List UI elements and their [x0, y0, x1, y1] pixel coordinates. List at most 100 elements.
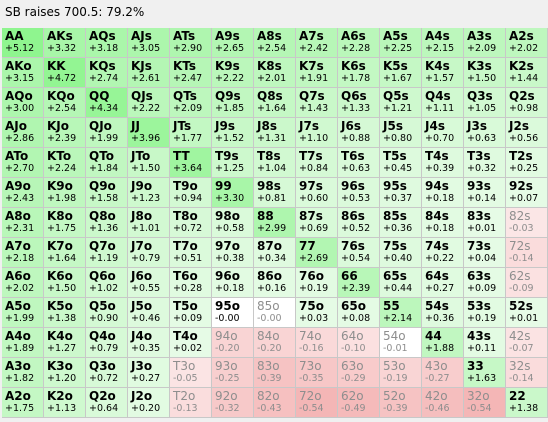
hand-cell-83o[interactable]: 83o -0.39 [254, 358, 296, 388]
hand-cell-J6o[interactable]: J6o +0.55 [128, 268, 170, 298]
hand-cell-T2o[interactable]: T2o -0.13 [170, 388, 212, 418]
hand-cell-65o[interactable]: 65o +0.08 [338, 298, 380, 328]
hand-cell-J3o[interactable]: J3o +0.27 [128, 358, 170, 388]
hand-cell-J6s[interactable]: J6s +0.88 [338, 118, 380, 148]
hand-cell-54o[interactable]: 54o -0.01 [380, 328, 422, 358]
hand-cell-Q7s[interactable]: Q7s +1.43 [296, 88, 338, 118]
hand-cell-83s[interactable]: 83s +0.01 [464, 208, 506, 238]
hand-cell-QQ[interactable]: QQ +4.34 [86, 88, 128, 118]
hand-cell-33[interactable]: 33 +1.63 [464, 358, 506, 388]
hand-cell-Q4o[interactable]: Q4o +0.79 [86, 328, 128, 358]
hand-cell-55[interactable]: 55 +2.14 [380, 298, 422, 328]
hand-cell-77[interactable]: 77 +2.69 [296, 238, 338, 268]
hand-cell-K3o[interactable]: K3o +1.20 [44, 358, 86, 388]
hand-cell-42s[interactable]: 42s -0.07 [506, 328, 548, 358]
hand-cell-K7o[interactable]: K7o +1.64 [44, 238, 86, 268]
hand-cell-K6s[interactable]: K6s +1.78 [338, 58, 380, 88]
hand-cell-A7o[interactable]: A7o +2.18 [2, 238, 44, 268]
hand-cell-88[interactable]: 88 +2.99 [254, 208, 296, 238]
hand-cell-63s[interactable]: 63s +0.09 [464, 268, 506, 298]
hand-cell-Q8s[interactable]: Q8s +1.64 [254, 88, 296, 118]
hand-cell-QTo[interactable]: QTo +1.84 [86, 148, 128, 178]
hand-cell-87o[interactable]: 87o +0.34 [254, 238, 296, 268]
hand-cell-AQo[interactable]: AQo +3.00 [2, 88, 44, 118]
hand-cell-T6o[interactable]: T6o +0.28 [170, 268, 212, 298]
hand-cell-K5o[interactable]: K5o +1.38 [44, 298, 86, 328]
hand-cell-Q3o[interactable]: Q3o +0.72 [86, 358, 128, 388]
hand-cell-A3s[interactable]: A3s +2.09 [464, 28, 506, 58]
hand-cell-AKs[interactable]: AKs +3.32 [44, 28, 86, 58]
hand-cell-T3o[interactable]: T3o -0.05 [170, 358, 212, 388]
hand-cell-K2o[interactable]: K2o +1.13 [44, 388, 86, 418]
hand-cell-K7s[interactable]: K7s +1.91 [296, 58, 338, 88]
hand-cell-J7o[interactable]: J7o +0.79 [128, 238, 170, 268]
hand-cell-82s[interactable]: 82s -0.03 [506, 208, 548, 238]
hand-cell-K9o[interactable]: K9o +1.98 [44, 178, 86, 208]
hand-cell-A2o[interactable]: A2o +1.75 [2, 388, 44, 418]
hand-cell-T3s[interactable]: T3s +0.32 [464, 148, 506, 178]
hand-cell-AA[interactable]: AA +5.12 [2, 28, 44, 58]
hand-cell-K4o[interactable]: K4o +1.27 [44, 328, 86, 358]
hand-cell-85o[interactable]: 85o -0.00 [254, 298, 296, 328]
hand-cell-A9o[interactable]: A9o +2.43 [2, 178, 44, 208]
hand-cell-32s[interactable]: 32s -0.14 [506, 358, 548, 388]
hand-cell-T9s[interactable]: T9s +1.25 [212, 148, 254, 178]
hand-cell-A5s[interactable]: A5s +2.25 [380, 28, 422, 58]
hand-cell-J4o[interactable]: J4o +0.35 [128, 328, 170, 358]
hand-cell-K3s[interactable]: K3s +1.50 [464, 58, 506, 88]
hand-cell-QJo[interactable]: QJo +1.99 [86, 118, 128, 148]
hand-cell-J8s[interactable]: J8s +1.31 [254, 118, 296, 148]
hand-cell-85s[interactable]: 85s +0.36 [380, 208, 422, 238]
hand-cell-52s[interactable]: 52s +0.01 [506, 298, 548, 328]
hand-cell-74s[interactable]: 74s +0.22 [422, 238, 464, 268]
hand-cell-Q9o[interactable]: Q9o +1.58 [86, 178, 128, 208]
hand-cell-A8o[interactable]: A8o +2.31 [2, 208, 44, 238]
hand-cell-A9s[interactable]: A9s +2.65 [212, 28, 254, 58]
hand-cell-J2o[interactable]: J2o +0.20 [128, 388, 170, 418]
hand-cell-Q4s[interactable]: Q4s +1.11 [422, 88, 464, 118]
hand-cell-44[interactable]: 44 +1.88 [422, 328, 464, 358]
hand-cell-93o[interactable]: 93o -0.25 [212, 358, 254, 388]
hand-cell-K5s[interactable]: K5s +1.67 [380, 58, 422, 88]
hand-cell-J5o[interactable]: J5o +0.46 [128, 298, 170, 328]
hand-cell-95o[interactable]: 95o -0.00 [212, 298, 254, 328]
hand-cell-Q7o[interactable]: Q7o +1.19 [86, 238, 128, 268]
hand-cell-87s[interactable]: 87s +0.69 [296, 208, 338, 238]
hand-cell-A4o[interactable]: A4o +1.89 [2, 328, 44, 358]
hand-cell-43o[interactable]: 43o -0.27 [422, 358, 464, 388]
hand-cell-A3o[interactable]: A3o +1.82 [2, 358, 44, 388]
hand-cell-64o[interactable]: 64o -0.10 [338, 328, 380, 358]
hand-cell-96o[interactable]: 96o +0.18 [212, 268, 254, 298]
hand-cell-84s[interactable]: 84s +0.18 [422, 208, 464, 238]
hand-cell-98s[interactable]: 98s +0.81 [254, 178, 296, 208]
hand-cell-A7s[interactable]: A7s +2.42 [296, 28, 338, 58]
hand-cell-ATo[interactable]: ATo +2.70 [2, 148, 44, 178]
hand-cell-86o[interactable]: 86o +0.16 [254, 268, 296, 298]
hand-cell-A8s[interactable]: A8s +2.54 [254, 28, 296, 58]
hand-cell-73s[interactable]: 73s +0.04 [464, 238, 506, 268]
hand-cell-A6o[interactable]: A6o +2.02 [2, 268, 44, 298]
hand-cell-94o[interactable]: 94o -0.20 [212, 328, 254, 358]
hand-cell-Q5s[interactable]: Q5s +1.21 [380, 88, 422, 118]
hand-cell-Q6s[interactable]: Q6s +1.33 [338, 88, 380, 118]
hand-cell-T7s[interactable]: T7s +0.84 [296, 148, 338, 178]
hand-cell-72o[interactable]: 72o -0.54 [296, 388, 338, 418]
hand-cell-Q5o[interactable]: Q5o +0.90 [86, 298, 128, 328]
hand-cell-97o[interactable]: 97o +0.38 [212, 238, 254, 268]
hand-cell-QJs[interactable]: QJs +2.22 [128, 88, 170, 118]
hand-cell-72s[interactable]: 72s -0.14 [506, 238, 548, 268]
hand-cell-65s[interactable]: 65s +0.44 [380, 268, 422, 298]
hand-cell-T6s[interactable]: T6s +0.63 [338, 148, 380, 178]
hand-cell-62o[interactable]: 62o -0.49 [338, 388, 380, 418]
hand-cell-76o[interactable]: 76o +0.19 [296, 268, 338, 298]
hand-cell-JTs[interactable]: JTs +1.77 [170, 118, 212, 148]
hand-cell-KTs[interactable]: KTs +2.47 [170, 58, 212, 88]
hand-cell-K8s[interactable]: K8s +2.01 [254, 58, 296, 88]
hand-cell-74o[interactable]: 74o -0.16 [296, 328, 338, 358]
hand-cell-J7s[interactable]: J7s +1.10 [296, 118, 338, 148]
hand-cell-52o[interactable]: 52o -0.39 [380, 388, 422, 418]
hand-cell-J2s[interactable]: J2s +0.56 [506, 118, 548, 148]
hand-cell-JJ[interactable]: JJ +3.96 [128, 118, 170, 148]
hand-cell-T4s[interactable]: T4s +0.39 [422, 148, 464, 178]
hand-cell-Q2s[interactable]: Q2s +0.98 [506, 88, 548, 118]
